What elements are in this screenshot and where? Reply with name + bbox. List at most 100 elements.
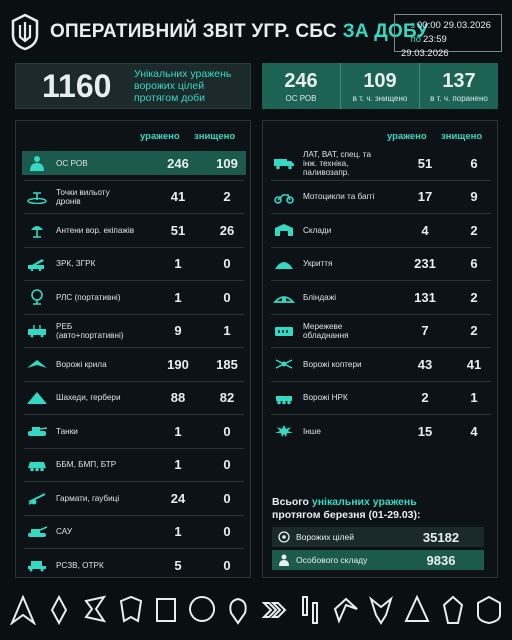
emblem-12-icon xyxy=(404,595,430,625)
personnel-killed: 109 xyxy=(363,69,397,92)
stat-destroyed-value: 26 xyxy=(219,222,235,238)
unique-hits-summary: 1160 Унікальних уражень ворожих цілей пр… xyxy=(15,63,251,109)
left-stats-panel: уражено знищено ОС РОВ 246 109 Точки вильот… xyxy=(15,120,251,578)
period-from-label: з xyxy=(410,20,415,31)
stat-row: Танки 1 0 xyxy=(22,419,246,443)
stat-name: Антени вор. екіпажів xyxy=(56,225,135,235)
stat-row: Ворожі коптери 43 41 xyxy=(269,352,493,376)
stat-row: Точки вильоту дронів 41 2 xyxy=(22,185,246,209)
monthly-title: Всього унікальних уражень протягом берез… xyxy=(272,496,421,522)
emblem-10-icon xyxy=(333,595,359,625)
drone-launch-icon xyxy=(22,188,52,206)
stat-destroyed-value: 0 xyxy=(223,423,231,439)
row-divider xyxy=(271,414,491,415)
stat-hit-value: 51 xyxy=(417,155,433,171)
personnel-wounded: 137 xyxy=(442,69,476,92)
row-divider xyxy=(271,313,491,315)
stat-name: ОС РОВ xyxy=(56,158,88,168)
personnel-total: 246 xyxy=(284,69,318,92)
personnel-summary: 246 ОС РОВ 109 в т. ч. знищено 137 в т. … xyxy=(262,63,498,109)
stat-name: Гармати, гаубиці xyxy=(56,493,120,503)
stat-hit-value: 2 xyxy=(421,390,429,405)
row-divider xyxy=(24,246,244,248)
stat-destroyed-value: 2 xyxy=(223,189,231,204)
stat-destroyed-value: 6 xyxy=(470,155,478,171)
period-to: 23:59 29.03.2026 xyxy=(401,34,449,59)
emblem-2-icon xyxy=(46,595,72,625)
unique-desc: Унікальних уражень ворожих цілей протяго… xyxy=(134,68,231,104)
stat-row: Інше 15 4 xyxy=(269,419,493,443)
shahed-icon xyxy=(22,389,52,407)
wing-icon xyxy=(22,355,52,373)
stat-destroyed-value: 9 xyxy=(470,189,478,204)
stat-name: РСЗВ, ОТРК xyxy=(56,560,104,570)
stat-destroyed-value: 0 xyxy=(223,457,231,472)
sam-icon xyxy=(22,255,52,273)
stat-name: Ворожі крила xyxy=(56,359,107,369)
stat-row: ЛАТ, ВАТ, спец. та інж. техніка, паливоз… xyxy=(269,150,493,177)
emblem-11-icon xyxy=(368,595,394,625)
stat-destroyed-value: 6 xyxy=(470,256,478,271)
header: ОПЕРАТИВНИЙ ЗВІТ УГР. СБС ЗА ДОБУ з 00:00 … xyxy=(10,10,502,59)
unique-desc-line: протягом доби xyxy=(134,92,206,104)
apc-icon xyxy=(22,456,52,474)
stat-hit-value: 4 xyxy=(421,222,429,238)
shelter-icon xyxy=(269,255,299,273)
stat-hit-value: 231 xyxy=(414,256,436,271)
emblem-3-icon xyxy=(82,595,108,625)
stat-destroyed-value: 82 xyxy=(219,390,235,405)
stat-hit-value: 190 xyxy=(167,356,189,372)
period-to-label: по xyxy=(410,34,421,45)
stat-name: Укриття xyxy=(303,259,333,268)
ew-icon xyxy=(22,322,52,340)
monthly-personnel-row: Особового складу 9836 xyxy=(272,550,484,570)
stat-destroyed-value: 0 xyxy=(223,557,231,573)
emblem-1-icon xyxy=(10,595,36,625)
stat-row: Ворожі крила 190 185 xyxy=(22,352,246,376)
target-icon xyxy=(272,531,296,543)
row-divider xyxy=(271,380,491,382)
stat-name: РЛС (портативні) xyxy=(56,292,121,302)
stat-row: Шахеди, гербери 88 82 xyxy=(22,386,246,410)
stat-row: РСЗВ, ОТРК 5 0 xyxy=(22,553,246,577)
copter-icon xyxy=(269,355,299,373)
column-hit-header: уражено xyxy=(387,131,427,142)
personnel-killed-cell: 109 в т. ч. знищено xyxy=(341,63,420,109)
stat-destroyed-value: 2 xyxy=(470,323,478,338)
row-divider xyxy=(24,347,244,348)
emblem-8-icon xyxy=(261,595,287,625)
stat-hit-value: 9 xyxy=(174,323,182,338)
emblem-13-icon xyxy=(440,595,466,625)
spg-icon xyxy=(22,523,52,541)
stat-hit-value: 15 xyxy=(417,423,433,439)
stat-destroyed-value: 109 xyxy=(216,155,238,171)
emblem-7-icon xyxy=(225,595,251,625)
stat-destroyed-value: 0 xyxy=(223,490,231,506)
mlrs-icon xyxy=(22,556,52,574)
stat-name: Інше xyxy=(303,426,321,436)
emblem-14-icon xyxy=(476,595,502,625)
stat-name: ЗРК, ЗГРК xyxy=(56,259,96,268)
stat-row: Бліндажі 131 2 xyxy=(269,285,493,309)
stat-row: ОС РОВ 246 109 xyxy=(22,151,246,175)
stat-name: Мотоцикли та баггі xyxy=(303,192,375,201)
stat-name: Ворожі коптери xyxy=(303,359,362,369)
emblem-9-icon xyxy=(297,595,323,625)
stat-name: САУ xyxy=(56,527,73,536)
unit-emblems-footer xyxy=(10,592,502,628)
personnel-wounded-cell: 137 в т. ч. поранено xyxy=(420,63,498,109)
warehouse-icon xyxy=(269,221,299,239)
row-divider xyxy=(271,347,491,348)
stat-hit-value: 41 xyxy=(170,189,186,204)
dugout-icon xyxy=(269,288,299,306)
stat-hit-value: 246 xyxy=(167,155,189,171)
stat-row: ЗРК, ЗГРК 1 0 xyxy=(22,252,246,276)
monthly-targets-label: Ворожих цілей xyxy=(296,532,354,542)
stat-destroyed-value: 185 xyxy=(216,356,238,372)
truck-icon xyxy=(269,154,299,172)
stat-hit-value: 1 xyxy=(174,256,182,271)
stat-row: ББМ, БМП, БТР 1 0 xyxy=(22,453,246,477)
row-divider xyxy=(24,380,244,382)
stat-row: Мотоцикли та баггі 17 9 xyxy=(269,185,493,209)
stat-name: Ворожі НРК xyxy=(303,393,348,402)
